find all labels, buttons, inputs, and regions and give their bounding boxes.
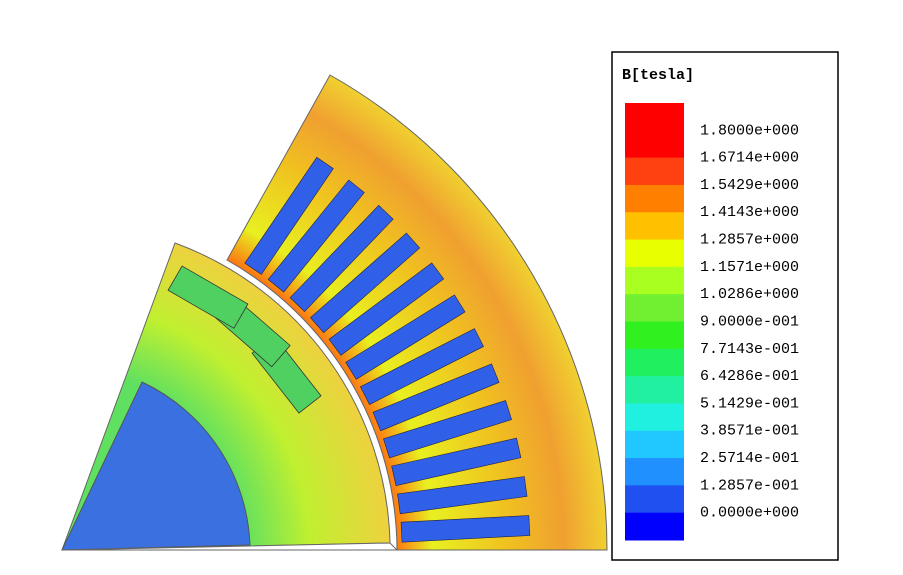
legend-swatch [625,321,684,350]
legend-title: B[tesla] [622,67,694,84]
legend-swatch [625,294,684,322]
legend-label: 1.2857e-001 [700,477,799,494]
legend-swatch [625,430,684,459]
legend-label: 3.8571e-001 [700,423,799,440]
legend-label: 6.4286e-001 [700,368,799,385]
legend-swatch [625,512,684,541]
legend-swatch [625,130,684,159]
slot [359,328,484,405]
legend-label: 9.0000e-001 [700,313,799,330]
stator [226,74,608,551]
slot [345,294,466,380]
legend-label: 5.1429e-001 [700,395,799,412]
legend-label: 1.8000e+000 [700,122,799,139]
legend-label: 7.7143e-001 [700,341,799,358]
slot [289,204,394,312]
gap [61,542,399,551]
slot [391,437,522,486]
legend-swatch [625,348,684,377]
slot [400,515,531,543]
legend-swatch [625,212,684,241]
legend-label: 1.1571e+000 [700,259,799,276]
legend-label: 1.4143e+000 [700,204,799,221]
slot [372,363,500,432]
legend-label: 1.5429e+000 [700,177,799,194]
legend-swatch [625,103,684,131]
legend-swatch [625,485,684,514]
slot [244,156,334,275]
slot [267,179,365,293]
legend-swatch [625,376,684,404]
legend-label: 2.5714e-001 [700,450,799,467]
motor-plot [61,74,608,551]
magnet [167,265,249,329]
legend-swatch [625,184,684,213]
legend-swatch [625,266,684,295]
shaft [61,381,251,551]
legend-label: 1.2857e+000 [700,232,799,249]
slot [310,232,421,334]
slot [383,400,512,459]
legend-swatch [625,403,684,432]
legend-swatch [625,157,684,186]
legend-label: 1.0286e+000 [700,286,799,303]
slot [328,262,445,356]
slot [397,476,528,515]
legend-swatch [625,458,684,486]
legend-swatch [625,239,684,268]
legend-label: 1.6714e+000 [700,150,799,167]
legend-label: 0.0000e+000 [700,505,799,522]
